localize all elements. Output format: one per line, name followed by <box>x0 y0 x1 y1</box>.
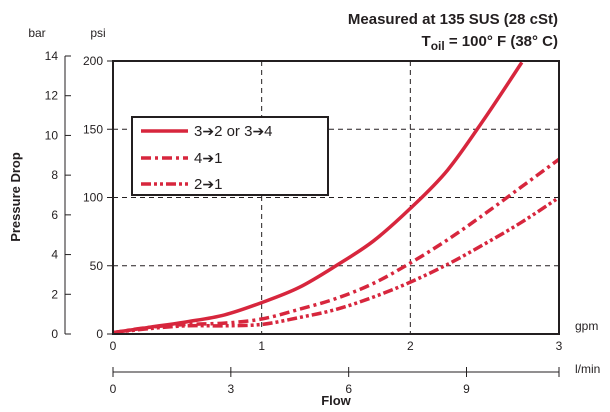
series-line-1 <box>112 61 524 335</box>
legend-1-from: 3 <box>194 123 202 140</box>
series-line-2 <box>112 157 561 335</box>
gpm-tick-label-2: 2 <box>407 339 414 353</box>
legend-2-to: 1 <box>214 150 222 167</box>
x-unit-lmin: l/min <box>575 362 600 376</box>
bar-tick-label-10: 10 <box>45 128 59 142</box>
gpm-tick-label-3: 3 <box>556 339 563 353</box>
chart-title-line2: Toil = 100° F (38° C) <box>422 33 558 53</box>
legend-2-arrow: ➔ <box>202 150 214 166</box>
y-unit-psi: psi <box>90 26 105 40</box>
lmin-axis: 0 3 6 9 <box>110 367 560 396</box>
plot-frame <box>112 60 560 335</box>
legend-3-arrow: ➔ <box>202 176 214 192</box>
legend: 3➔2 or 3➔4 4➔1 2➔1 <box>131 116 329 196</box>
y-unit-bar: bar <box>28 26 45 40</box>
bar-tick-label-6: 6 <box>51 208 58 222</box>
psi-tick-label-100: 100 <box>83 191 103 205</box>
bar-axis: 0 2 4 6 8 10 12 14 <box>45 49 71 341</box>
grid-lines <box>113 61 559 334</box>
lmin-tick-label-0: 0 <box>110 382 117 396</box>
curves <box>112 61 561 335</box>
psi-tick-label-150: 150 <box>83 122 103 136</box>
bar-tick-label-0: 0 <box>51 327 58 341</box>
bar-tick-label-8: 8 <box>51 168 58 182</box>
title-sub-oil: oil <box>431 39 445 53</box>
bar-tick-label-14: 14 <box>45 49 59 63</box>
legend-1-arrow-a: ➔ <box>202 123 214 139</box>
legend-2-from: 4 <box>194 150 202 167</box>
psi-tick-label-50: 50 <box>90 259 104 273</box>
lmin-tick-label-3: 3 <box>227 382 234 396</box>
lmin-tick-label-9: 9 <box>463 382 470 396</box>
chart-title-line1: Measured at 135 SUS (28 cSt) <box>348 11 558 28</box>
legend-3-to: 1 <box>214 176 222 193</box>
legend-3-from: 2 <box>194 176 202 193</box>
lmin-tick-label-6: 6 <box>345 382 352 396</box>
legend-label-3: 2➔1 <box>194 176 222 193</box>
gpm-tick-label-1: 1 <box>258 339 265 353</box>
title-rest: = 100° F (38° C) <box>445 33 558 50</box>
x-unit-gpm: gpm <box>575 319 598 333</box>
bar-tick-label-4: 4 <box>51 248 58 262</box>
psi-tick-labels: 0 50 100 150 200 <box>83 54 113 341</box>
bar-tick-label-2: 2 <box>51 287 58 301</box>
y-axis-label: Pressure Drop <box>8 152 23 242</box>
psi-tick-label-0: 0 <box>96 327 103 341</box>
legend-label-1: 3➔2 or 3➔4 <box>194 123 273 140</box>
legend-1-mid: 2 or 3 <box>214 123 252 140</box>
x-axis-label: Flow <box>321 393 351 408</box>
bar-tick-label-12: 12 <box>45 89 59 103</box>
gpm-tick-label-0: 0 <box>110 339 117 353</box>
legend-label-2: 4➔1 <box>194 150 222 167</box>
title-t: T <box>422 33 431 50</box>
legend-1-arrow-b: ➔ <box>252 123 264 139</box>
psi-tick-label-200: 200 <box>83 54 103 68</box>
legend-1-to: 4 <box>264 123 272 140</box>
gpm-tick-labels: 0 1 2 3 <box>110 339 563 353</box>
